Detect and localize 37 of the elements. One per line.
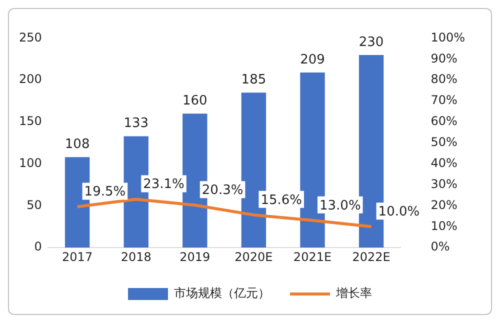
x-tick-label: 2022E [352, 250, 390, 264]
legend-label: 市场规模（亿元） [174, 286, 270, 300]
data-label: 133 [124, 116, 149, 132]
x-tick-label: 2019 [180, 250, 210, 264]
y2-tick-label: 10% [430, 218, 458, 233]
legend-label: 增长率 [335, 286, 372, 300]
y-tick-label: 100 [19, 156, 42, 170]
data-label: 15.6% [260, 192, 302, 208]
x-tick-label: 2021E [293, 250, 332, 264]
y2-tick-label: 30% [430, 176, 458, 191]
data-label: 108 [64, 137, 90, 152]
data-label: 13.0% [319, 198, 361, 214]
data-label: 160 [182, 93, 208, 108]
x-tick-label: 2018 [120, 250, 152, 264]
x-tick-label: 2020E [234, 250, 273, 264]
data-label: 185 [241, 72, 266, 88]
data-label: 19.5% [84, 184, 126, 200]
y-tick-label: 0 [34, 240, 42, 254]
y2-tick-label: 60% [430, 114, 458, 128]
data-label: 20.3% [202, 182, 244, 198]
y2-tick-label: 100% [430, 30, 466, 44]
y2-tick-label: 50% [430, 135, 458, 150]
x-tick-label: 2017 [62, 250, 93, 264]
y2-tick-label: 0% [430, 240, 450, 254]
y2-tick-label: 90% [430, 51, 458, 66]
y-tick-label: 150 [19, 114, 42, 128]
data-label: 23.1% [143, 177, 184, 192]
data-label: 230 [358, 34, 384, 50]
data-label: 10.0% [378, 204, 420, 220]
y-tick-label: 50 [26, 198, 42, 212]
y2-tick-label: 40% [430, 156, 458, 170]
data-label: 209 [300, 52, 325, 68]
y2-tick-label: 80% [430, 72, 458, 86]
y2-tick-label: 20% [430, 198, 458, 212]
y2-tick-label: 70% [430, 93, 458, 108]
y-tick-label: 250 [19, 30, 42, 44]
y-tick-label: 200 [19, 72, 42, 86]
